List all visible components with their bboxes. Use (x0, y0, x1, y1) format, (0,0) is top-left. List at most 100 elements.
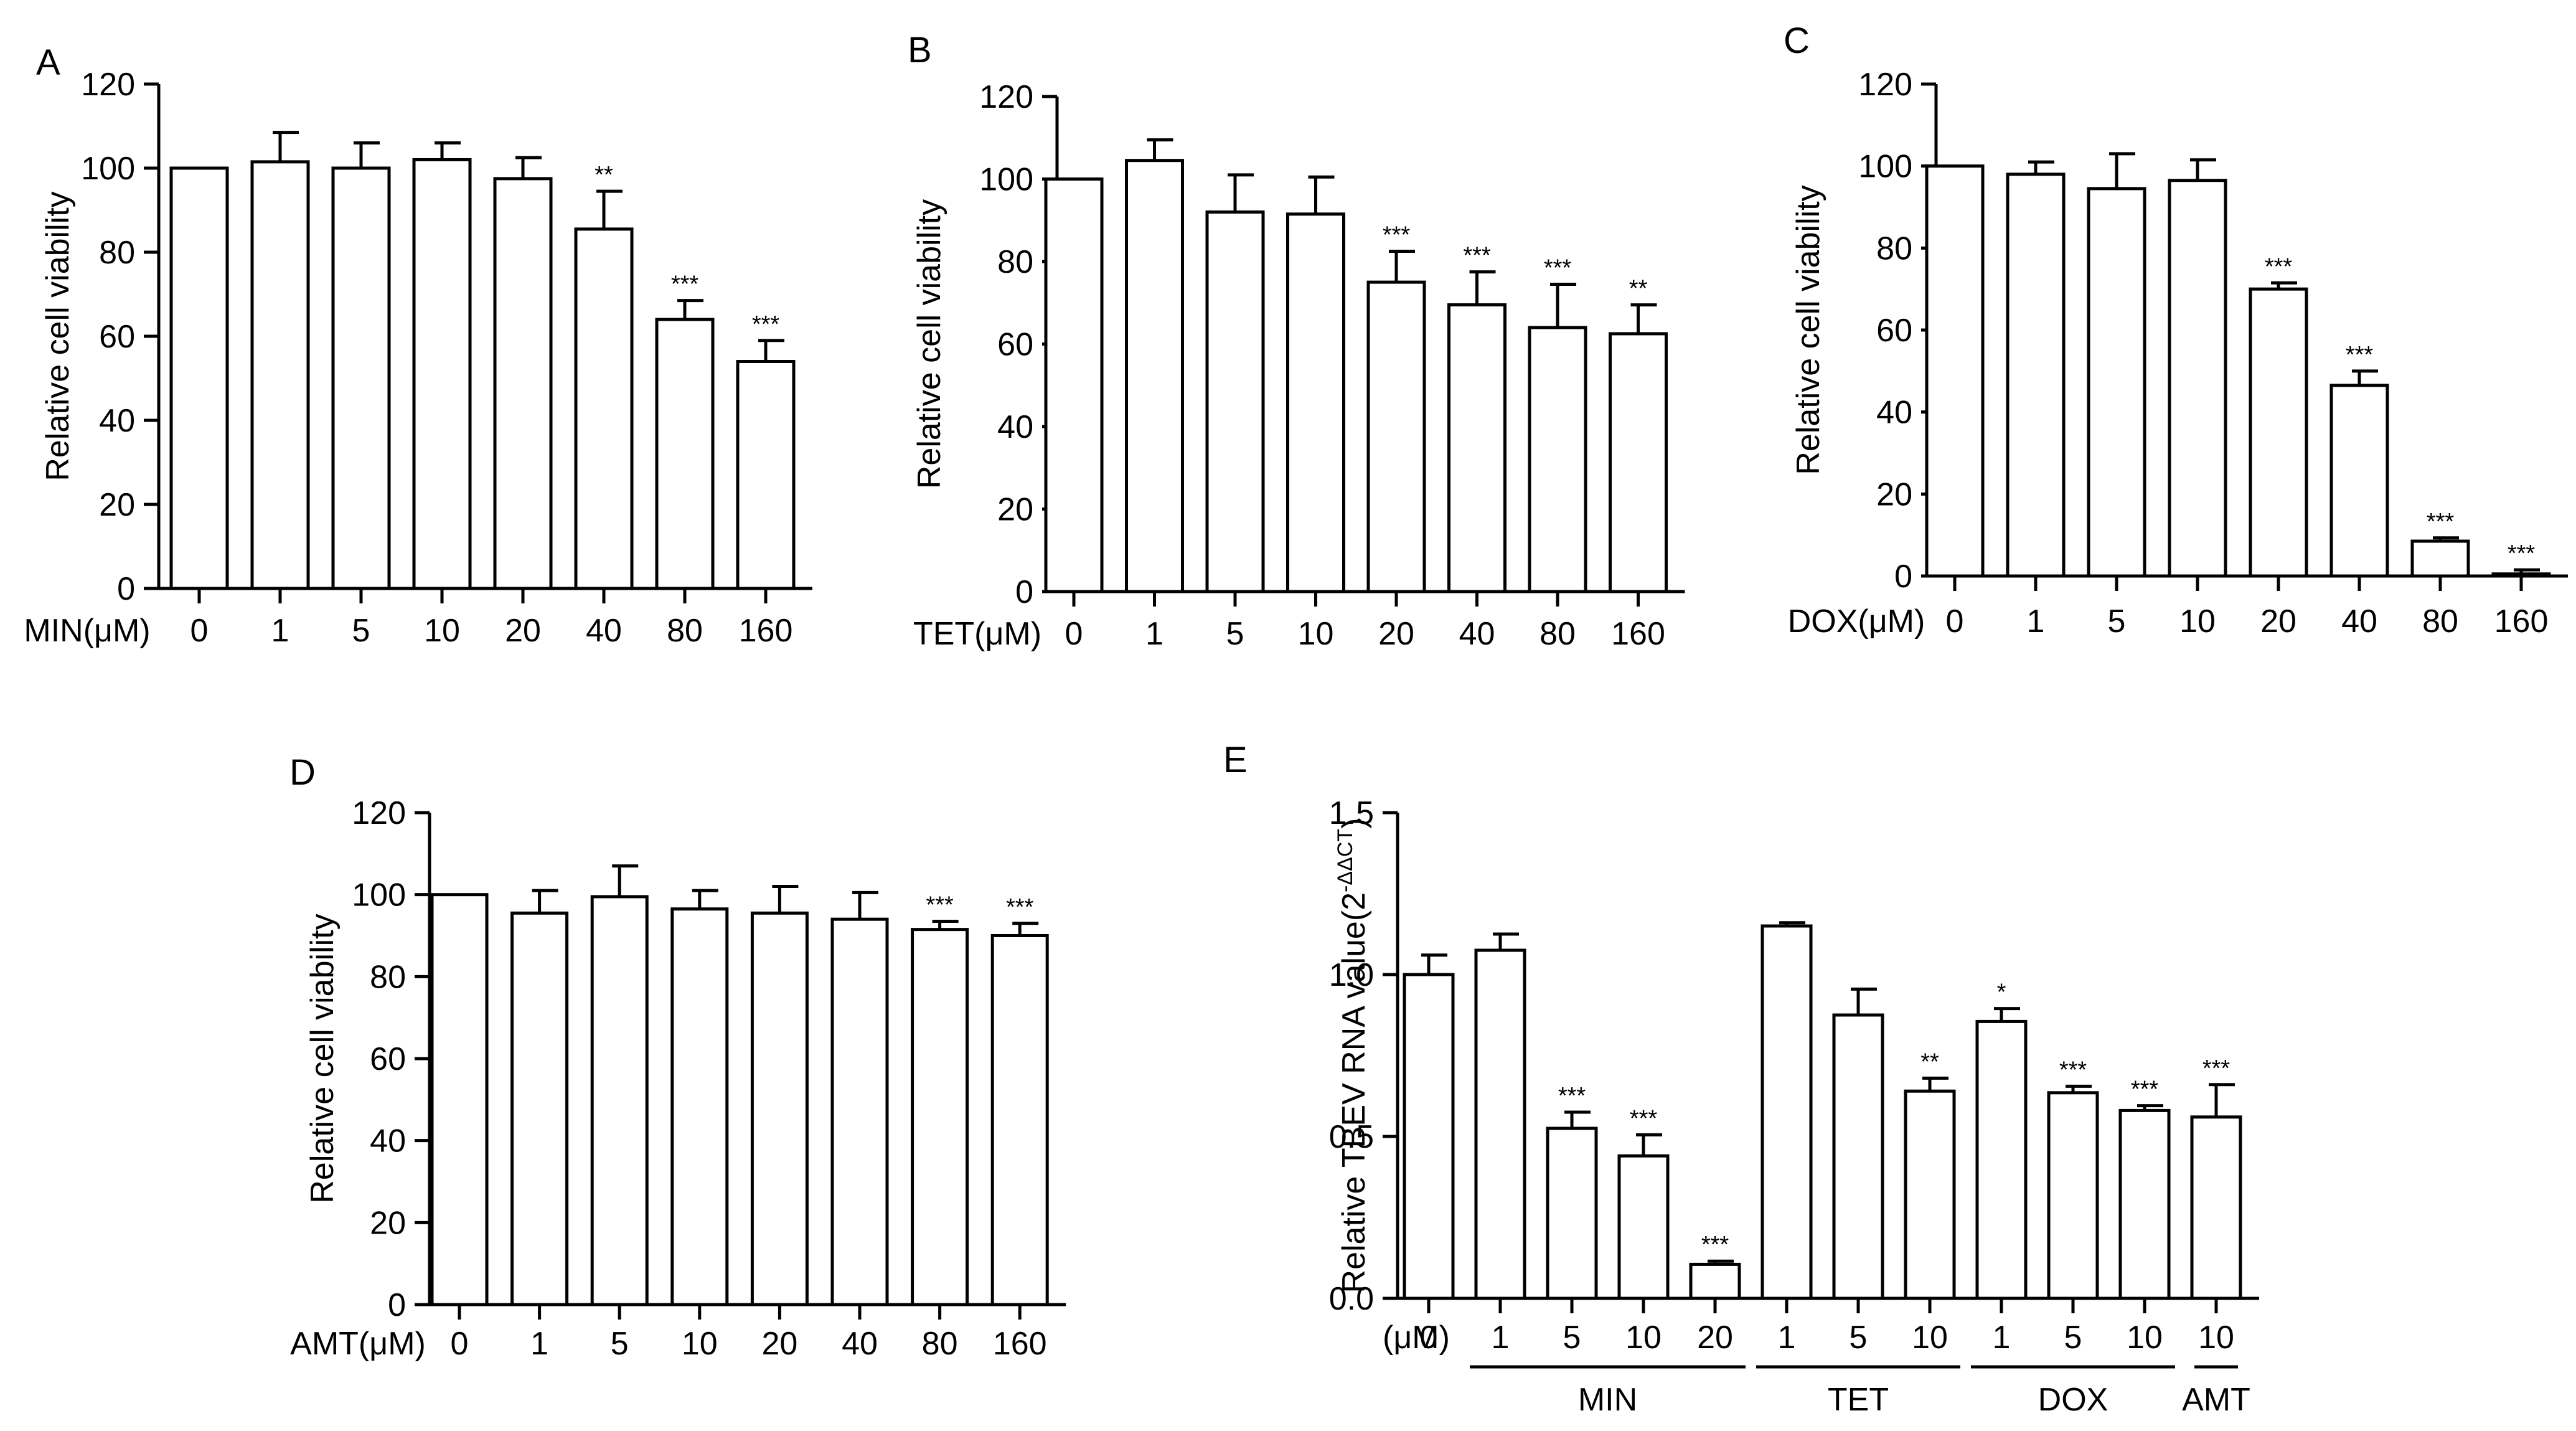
y-axis-title: Relative cell viability (304, 914, 341, 1203)
x-category-label: 1 (530, 1326, 548, 1362)
bar (1975, 1019, 2028, 1300)
x-category-label: 80 (2422, 603, 2458, 640)
bar (1403, 973, 1455, 1300)
bar (2249, 287, 2308, 578)
y-tick-label: 20 (997, 492, 1033, 528)
x-category-label: 10 (1298, 616, 1334, 652)
x-category-label: 0 (1420, 1320, 1438, 1356)
x-category-label: 5 (352, 613, 370, 649)
x-axis-prefix: AMT(μM) (290, 1326, 426, 1362)
bar (1447, 303, 1507, 593)
y-tick-label: 0.0 (1329, 1281, 1374, 1317)
significance-marker: *** (1630, 1105, 1658, 1131)
y-axis-title-main: Relative TBEV RNA value(2 (1336, 892, 1372, 1293)
bar (574, 227, 634, 590)
bar (1044, 177, 1104, 593)
x-category-label: 0 (1065, 616, 1083, 652)
significance-marker: *** (1006, 894, 1034, 920)
bar (670, 907, 729, 1306)
y-tick-label: 120 (979, 79, 1033, 115)
x-category-label: 160 (993, 1326, 1047, 1362)
x-category-label: 10 (1625, 1320, 1662, 1356)
x-category-label: 20 (2260, 603, 2296, 640)
x-category-label: 40 (2341, 603, 2377, 640)
panel-letter: B (908, 30, 932, 70)
group-label: DOX (2038, 1382, 2108, 1418)
bar (1689, 1262, 1741, 1300)
x-axis-prefix: MIN(μM) (24, 613, 150, 649)
y-tick-label: 20 (370, 1205, 406, 1241)
x-category-label: 160 (1611, 616, 1665, 652)
x-category-label: 10 (2179, 603, 2216, 640)
bar (1474, 948, 1526, 1300)
y-tick-label: 60 (997, 327, 1033, 363)
significance-marker: *** (2346, 342, 2374, 368)
y-tick-label: 60 (1876, 313, 1912, 349)
y-tick-label: 120 (352, 795, 406, 831)
x-category-label: 5 (611, 1326, 629, 1362)
y-tick-label: 20 (99, 487, 135, 523)
bar (1528, 326, 1587, 593)
bar (2168, 179, 2227, 578)
x-category-label: 40 (586, 613, 622, 649)
bar (590, 895, 649, 1306)
y-tick-label: 100 (352, 877, 406, 914)
significance-marker: *** (1383, 222, 1411, 248)
panel-letter: C (1784, 21, 1810, 61)
x-axis-prefix: DOX(μM) (1788, 603, 1925, 640)
bar (430, 893, 489, 1306)
x-axis-prefix: (μM) (1383, 1320, 1450, 1356)
significance-marker: *** (671, 272, 699, 298)
x-category-label: 0 (1946, 603, 1964, 640)
bar (2329, 384, 2389, 578)
significance-marker: *** (1544, 255, 1572, 281)
bar (1205, 210, 1265, 593)
x-category-label: 10 (682, 1326, 718, 1362)
x-category-label: 1 (1778, 1320, 1796, 1356)
x-category-label: 5 (1850, 1320, 1868, 1356)
y-tick-label: 20 (1876, 476, 1912, 512)
y-tick-label: 100 (1858, 149, 1912, 185)
x-category-label: 20 (761, 1326, 797, 1362)
y-tick-label: 60 (99, 319, 135, 355)
group-label: MIN (1578, 1382, 1637, 1418)
y-tick-label: 100 (979, 162, 1033, 198)
x-category-label: 80 (922, 1326, 958, 1362)
y-axis-title: Relative cell viability (40, 191, 76, 481)
group-label: TET (1828, 1382, 1889, 1418)
group-label: AMT (2182, 1382, 2250, 1418)
x-category-label: 0 (451, 1326, 469, 1362)
bar (2190, 1115, 2242, 1300)
bar (830, 917, 889, 1306)
significance-marker: *** (2427, 509, 2455, 535)
y-tick-label: 80 (997, 244, 1033, 280)
y-tick-label: 80 (99, 235, 135, 271)
y-axis-title: Relative TBEV RNA value(2-ΔΔCT) (1333, 818, 1372, 1293)
significance-marker: *** (2508, 541, 2536, 567)
x-category-label: 160 (2494, 603, 2549, 640)
bar (2006, 172, 2066, 578)
x-category-label: 5 (2108, 603, 2126, 640)
bar (1366, 280, 1426, 593)
bar (1546, 1126, 1598, 1300)
significance-marker: *** (926, 892, 954, 918)
bar (990, 934, 1049, 1306)
y-tick-label: 0 (1015, 574, 1033, 610)
x-category-label: 1 (2027, 603, 2045, 640)
bar (750, 911, 809, 1306)
x-category-label: 20 (505, 613, 541, 649)
x-category-label: 10 (424, 613, 460, 649)
panel-letter: D (289, 752, 316, 793)
bar (510, 911, 569, 1306)
bar (2118, 1108, 2171, 1300)
x-category-label: 20 (1697, 1320, 1733, 1356)
y-axis-title: Relative cell viability (911, 199, 947, 489)
significance-marker: *** (752, 311, 780, 338)
significance-marker: ** (1920, 1049, 1939, 1075)
y-tick-label: 100 (81, 151, 135, 187)
bar (1286, 212, 1345, 593)
y-tick-label: 80 (1876, 230, 1912, 267)
